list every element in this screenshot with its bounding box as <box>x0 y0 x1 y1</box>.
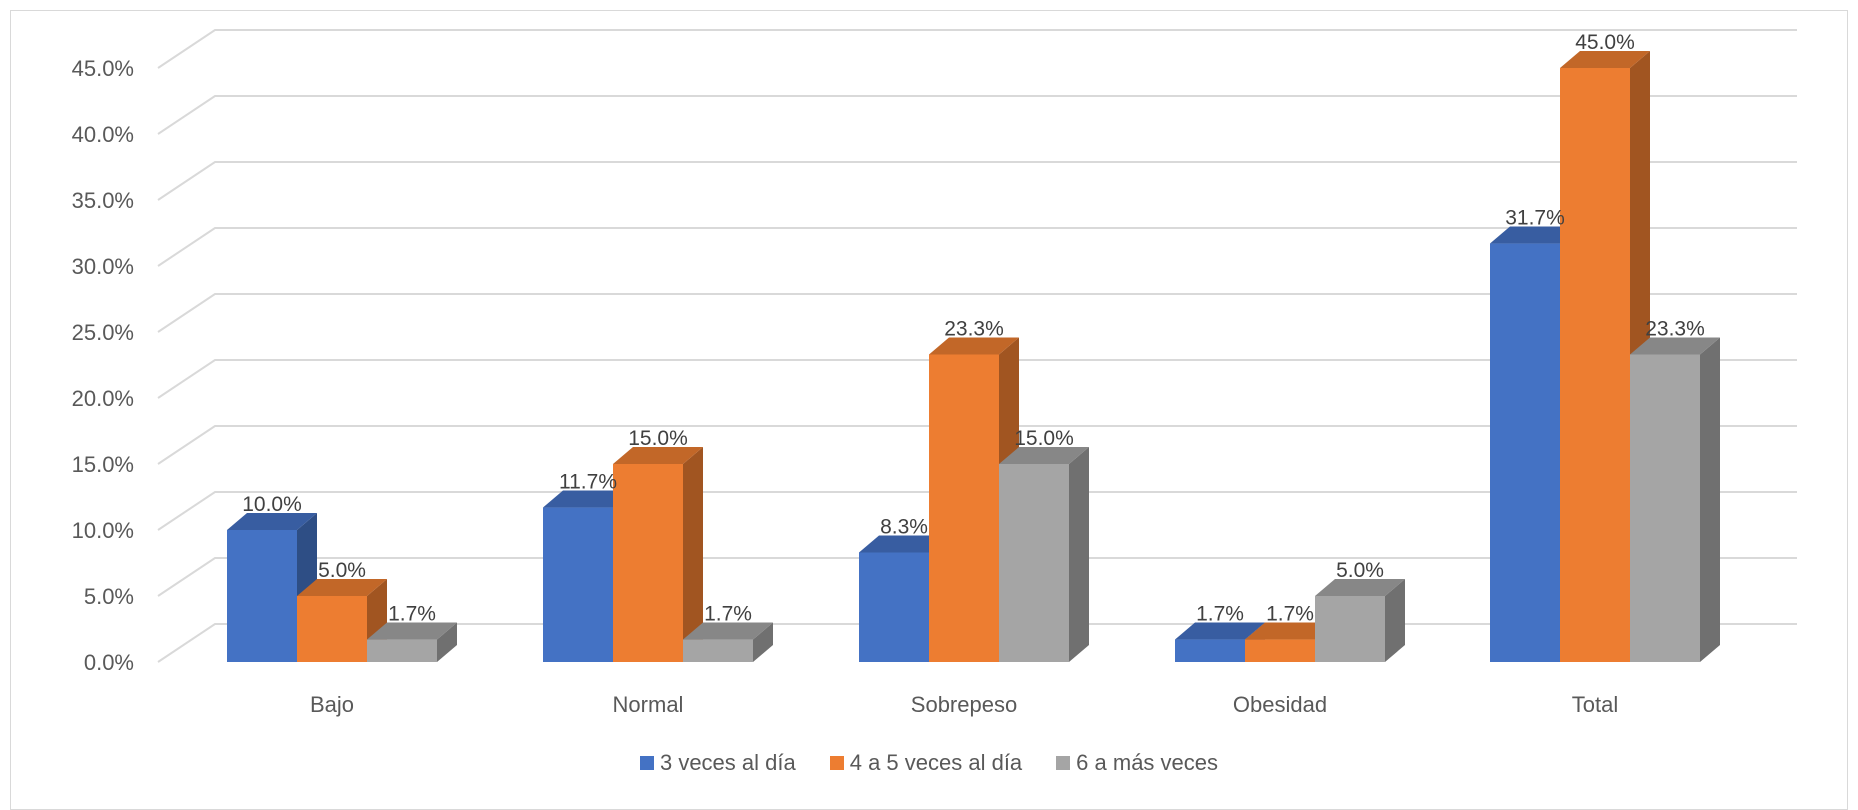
y-axis-tick-labels: 0.0% 5.0% 10.0% 15.0% 20.0% 25.0% 30.0% 35.0% 40… <box>72 56 134 675</box>
legend-label: 6 a más veces <box>1076 750 1219 775</box>
data-label: 45.0% <box>1575 31 1635 54</box>
y-tick-label: 10.0% <box>72 518 134 543</box>
gridline <box>157 161 1797 201</box>
gridline <box>157 293 1797 333</box>
legend-swatch <box>1056 756 1071 770</box>
data-labels: 10.0% 5.0% 1.7% 11.7% 15.0% 1.7% 8.3% 23.3% 15.0… <box>242 31 1705 626</box>
gridline <box>157 425 1797 465</box>
legend-item: 6 a más veces <box>1056 750 1218 776</box>
bars <box>227 51 1720 662</box>
bar <box>683 622 773 662</box>
data-label: 15.0% <box>628 427 688 450</box>
data-label: 1.7% <box>1196 603 1244 626</box>
data-label: 1.7% <box>1266 603 1314 626</box>
legend-item: 3 veces al día <box>639 750 796 776</box>
data-label: 31.7% <box>1505 207 1565 230</box>
gridline <box>157 29 1797 69</box>
data-label: 5.0% <box>1336 559 1384 582</box>
y-tick-label: 25.0% <box>72 320 134 345</box>
legend-label: 3 veces al día <box>659 750 796 775</box>
y-tick-label: 35.0% <box>72 188 134 213</box>
legend-swatch <box>829 756 844 770</box>
gridline <box>157 227 1797 267</box>
y-tick-label: 0.0% <box>84 650 134 675</box>
bar <box>1175 622 1265 662</box>
category-label: Bajo <box>310 692 354 717</box>
data-label: 1.7% <box>388 603 436 626</box>
bar <box>613 447 703 662</box>
data-label: 10.0% <box>242 493 302 516</box>
category-labels: Bajo Normal Sobrepeso Obesidad Total <box>310 692 1618 717</box>
category-label: Obesidad <box>1233 692 1327 717</box>
gridline <box>157 557 1797 597</box>
bar <box>1315 579 1405 662</box>
gridline <box>157 491 1797 531</box>
legend: 3 veces al día 4 a 5 veces al día 6 a más … <box>0 750 1858 776</box>
y-tick-label: 5.0% <box>84 584 134 609</box>
data-label: 5.0% <box>318 559 366 582</box>
data-label: 1.7% <box>704 603 752 626</box>
gridline <box>157 95 1797 135</box>
y-tick-label: 15.0% <box>72 452 134 477</box>
data-label: 11.7% <box>559 471 617 494</box>
legend-item: 4 a 5 veces al día <box>829 750 1023 776</box>
data-label: 23.3% <box>1645 317 1705 340</box>
gridline <box>157 359 1797 399</box>
y-tick-label: 20.0% <box>72 386 134 411</box>
legend-label: 4 a 5 veces al día <box>849 750 1023 775</box>
bar <box>1630 337 1720 662</box>
y-tick-label: 30.0% <box>72 254 134 279</box>
y-tick-label: 45.0% <box>72 56 134 81</box>
data-label: 15.0% <box>1014 427 1074 450</box>
category-label: Sobrepeso <box>911 692 1017 717</box>
data-label: 8.3% <box>880 515 928 538</box>
bar <box>367 622 457 662</box>
legend-swatch <box>639 756 654 770</box>
category-label: Normal <box>613 692 684 717</box>
y-tick-label: 40.0% <box>72 122 134 147</box>
data-label: 23.3% <box>944 317 1004 340</box>
bar <box>999 447 1089 662</box>
category-label: Total <box>1572 692 1618 717</box>
